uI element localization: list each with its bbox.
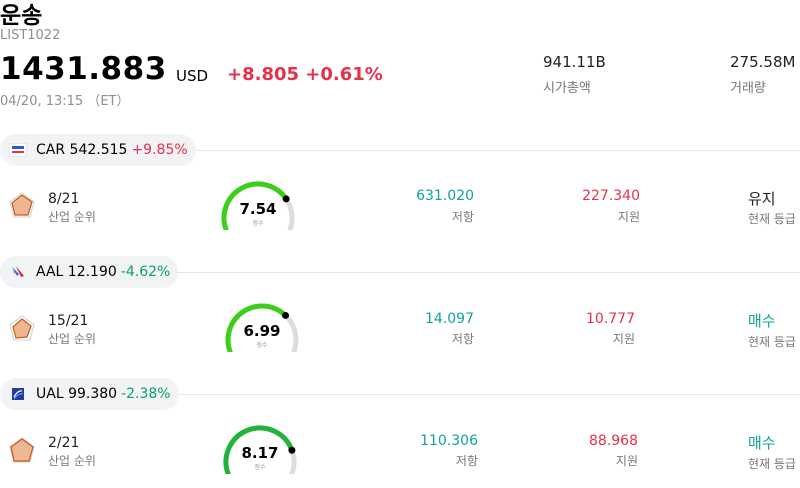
- stock-chip-aal[interactable]: AAL 12.190 -4.62%: [0, 256, 179, 288]
- market-cap-label: 시가총액: [543, 81, 591, 96]
- current-rating: 매수: [748, 312, 776, 330]
- ticker-symbol: AAL: [36, 264, 64, 280]
- score-value: 7.54: [239, 200, 277, 218]
- score-value: 6.99: [243, 322, 281, 340]
- resistance-label: 저항: [455, 454, 478, 468]
- stock-detail-row-aal[interactable]: 15/21 산업 순위 6.99 점수 14.097 저항 10.777 지원 …: [0, 290, 800, 370]
- score-label: 점수: [256, 342, 268, 349]
- index-change: +8.805 +0.61%: [227, 64, 383, 85]
- current-rating-label: 현재 등급: [748, 212, 796, 226]
- market-cap-value: 941.11B: [543, 53, 606, 71]
- stock-chip-ual[interactable]: UAL 99.380 -2.38%: [0, 378, 179, 410]
- score-gauge: [225, 303, 299, 352]
- radar-chart-icon: [8, 191, 36, 219]
- industry-rank-value: 8/21: [48, 191, 80, 207]
- index-code: LIST1022: [0, 28, 61, 43]
- score-label: 점수: [254, 464, 266, 471]
- section-divider: [0, 272, 800, 273]
- currency-label: USD: [176, 67, 209, 85]
- ticker-symbol: CAR: [36, 142, 66, 158]
- volume-value: 275.58M: [730, 53, 796, 71]
- radar-chart-icon: [8, 314, 36, 342]
- support-value: 227.340: [582, 188, 640, 204]
- ticker-symbol: UAL: [36, 386, 64, 402]
- ticker-price: 12.190: [67, 264, 117, 280]
- radar-chart-icon: [8, 436, 36, 464]
- score-label: 점수: [252, 220, 264, 227]
- industry-rank-value: 15/21: [48, 313, 89, 329]
- current-rating: 매수: [748, 434, 776, 452]
- resistance-value: 14.097: [425, 311, 474, 327]
- industry-rank-label: 산업 순위: [48, 454, 96, 468]
- current-rating-label: 현재 등급: [748, 335, 796, 349]
- support-label: 지원: [612, 332, 635, 346]
- ticker-change: +9.85%: [131, 142, 188, 158]
- united-airlines-logo-icon: [8, 384, 28, 404]
- industry-rank-label: 산업 순위: [48, 332, 96, 346]
- american-airlines-logo-icon: [8, 262, 28, 282]
- volume-label: 거래량: [730, 81, 766, 96]
- score-gauge: [223, 425, 297, 474]
- gauge-fill: [225, 303, 289, 352]
- ticker-price: 542.515: [69, 142, 128, 158]
- gauge-marker: [282, 311, 290, 319]
- ticker-change: -2.38%: [121, 386, 171, 402]
- ticker-price: 99.380: [68, 386, 118, 402]
- resistance-label: 저항: [451, 210, 474, 224]
- ticker-change: -4.62%: [120, 264, 171, 280]
- score-value: 8.17: [241, 444, 279, 462]
- timestamp: 04/20, 13:15 （ET）: [0, 94, 130, 109]
- support-value: 88.968: [589, 433, 638, 449]
- gauge-marker: [288, 446, 296, 454]
- gauge-marker: [282, 195, 290, 203]
- section-divider: [0, 394, 800, 395]
- industry-rank-label: 산업 순위: [48, 210, 96, 224]
- industry-rank-value: 2/21: [48, 435, 80, 451]
- current-rating: 유지: [748, 190, 776, 208]
- section-divider: [0, 150, 800, 151]
- resistance-value: 110.306: [420, 433, 478, 449]
- resistance-label: 저항: [451, 332, 474, 346]
- current-rating-label: 현재 등급: [748, 457, 796, 471]
- page-title: 운송: [0, 3, 43, 29]
- gauge-fill: [223, 425, 295, 474]
- support-value: 10.777: [586, 311, 635, 327]
- resistance-value: 631.020: [416, 188, 474, 204]
- stock-detail-row-ual[interactable]: 2/21 산업 순위 8.17 점수 110.306 저항 88.968 지원 …: [0, 412, 800, 488]
- gauge-fill: [221, 181, 289, 230]
- support-label: 지원: [617, 210, 640, 224]
- index-price: 1431.883: [0, 51, 167, 87]
- stock-chip-car[interactable]: CAR 542.515 +9.85%: [0, 134, 196, 166]
- score-gauge: [221, 181, 295, 230]
- stock-detail-row-car[interactable]: 8/21 산업 순위 7.54 점수 631.020 저항 227.340 지원…: [0, 168, 800, 248]
- support-label: 지원: [615, 454, 638, 468]
- business-insider-logo-icon: [8, 140, 28, 160]
